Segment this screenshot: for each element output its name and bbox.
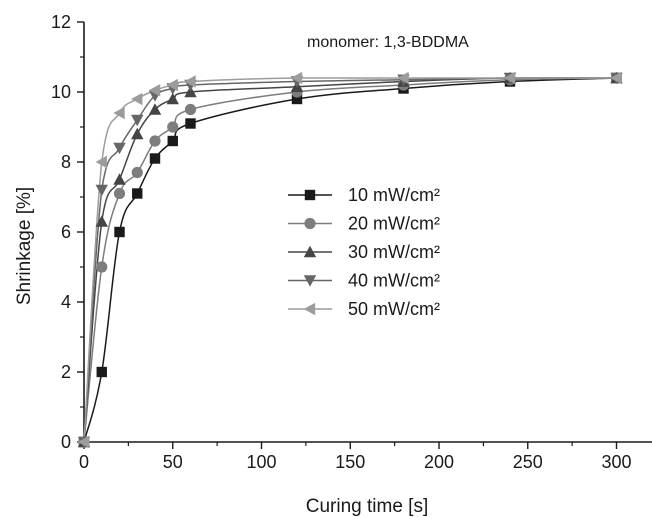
data-point-series-1 <box>291 93 303 105</box>
data-point-series-2 <box>96 261 108 273</box>
x-tick-label: 50 <box>163 452 183 472</box>
x-tick-label: 100 <box>246 452 276 472</box>
legend-marker-2 <box>304 217 316 230</box>
data-point-series-3 <box>113 173 126 185</box>
y-tick-label: 10 <box>51 82 71 102</box>
data-point-series-3 <box>148 103 162 115</box>
legend-label-2: 20 mW/cm² <box>348 214 440 234</box>
data-point-series-5 <box>610 71 622 85</box>
data-point-series-5 <box>131 92 143 106</box>
data-point-series-3 <box>184 85 197 98</box>
y-tick-label: 2 <box>61 362 71 382</box>
legend-label-3: 30 mW/cm² <box>348 242 440 262</box>
data-point-series-2 <box>167 121 179 133</box>
data-point-series-5 <box>290 71 303 85</box>
data-point-series-5 <box>503 71 516 85</box>
y-tick-label: 8 <box>61 152 71 172</box>
data-point-series-4 <box>95 184 108 197</box>
legend-marker-3 <box>303 245 317 258</box>
data-point-series-3 <box>131 127 144 140</box>
data-point-series-5 <box>166 78 178 92</box>
y-tick-label: 4 <box>61 292 71 312</box>
data-point-series-5 <box>113 106 125 120</box>
data-point-series-2 <box>184 103 197 116</box>
legend-marker-5 <box>303 302 316 316</box>
data-point-series-1 <box>114 226 125 238</box>
data-point-series-4 <box>131 114 144 127</box>
data-point-series-1 <box>185 118 196 129</box>
data-point-series-2 <box>131 166 143 179</box>
annotation-text: monomer: 1,3-BDDMA <box>307 34 469 51</box>
legend: 10 mW/cm² 20 mW/cm² 30 mW/cm² 40 mW/cm² 50 m… <box>288 185 440 319</box>
data-point-series-5 <box>95 155 107 169</box>
legend-marker-4 <box>303 275 317 287</box>
x-tick-label: 200 <box>424 452 454 472</box>
markers <box>77 71 623 449</box>
data-point-series-5 <box>397 71 409 85</box>
data-point-series-1 <box>132 188 143 199</box>
legend-label-4: 40 mW/cm² <box>348 271 440 291</box>
y-axis-title: Shrinkage [%] <box>14 187 35 305</box>
legend-label-1: 10 mW/cm² <box>348 185 440 205</box>
y-tick-label: 12 <box>51 12 71 32</box>
data-point-series-2 <box>113 187 126 200</box>
data-point-series-1 <box>149 153 161 164</box>
legend-label-5: 50 mW/cm² <box>348 299 440 319</box>
data-point-series-1 <box>167 135 178 147</box>
data-point-series-3 <box>95 215 108 227</box>
ticks: 0 50 100 150 200 250 300 0 2 4 6 8 10 12 <box>51 12 632 472</box>
data-point-series-2 <box>149 135 161 147</box>
x-tick-label: 300 <box>601 452 631 472</box>
data-point-series-5 <box>148 84 161 97</box>
x-axis-title: Curing time [s] <box>306 496 428 517</box>
data-point-series-4 <box>113 142 126 155</box>
y-tick-label: 6 <box>61 222 71 242</box>
x-tick-label: 0 <box>79 452 89 472</box>
x-tick-label: 150 <box>335 452 365 472</box>
y-tick-label: 0 <box>61 432 71 452</box>
data-point-series-5 <box>77 435 90 449</box>
data-point-series-5 <box>184 75 196 88</box>
x-tick-label: 250 <box>513 452 543 472</box>
data-point-series-1 <box>96 366 107 378</box>
data-point-series-3 <box>166 92 179 105</box>
series-line-1 <box>83 77 617 443</box>
legend-marker-1 <box>304 189 316 201</box>
